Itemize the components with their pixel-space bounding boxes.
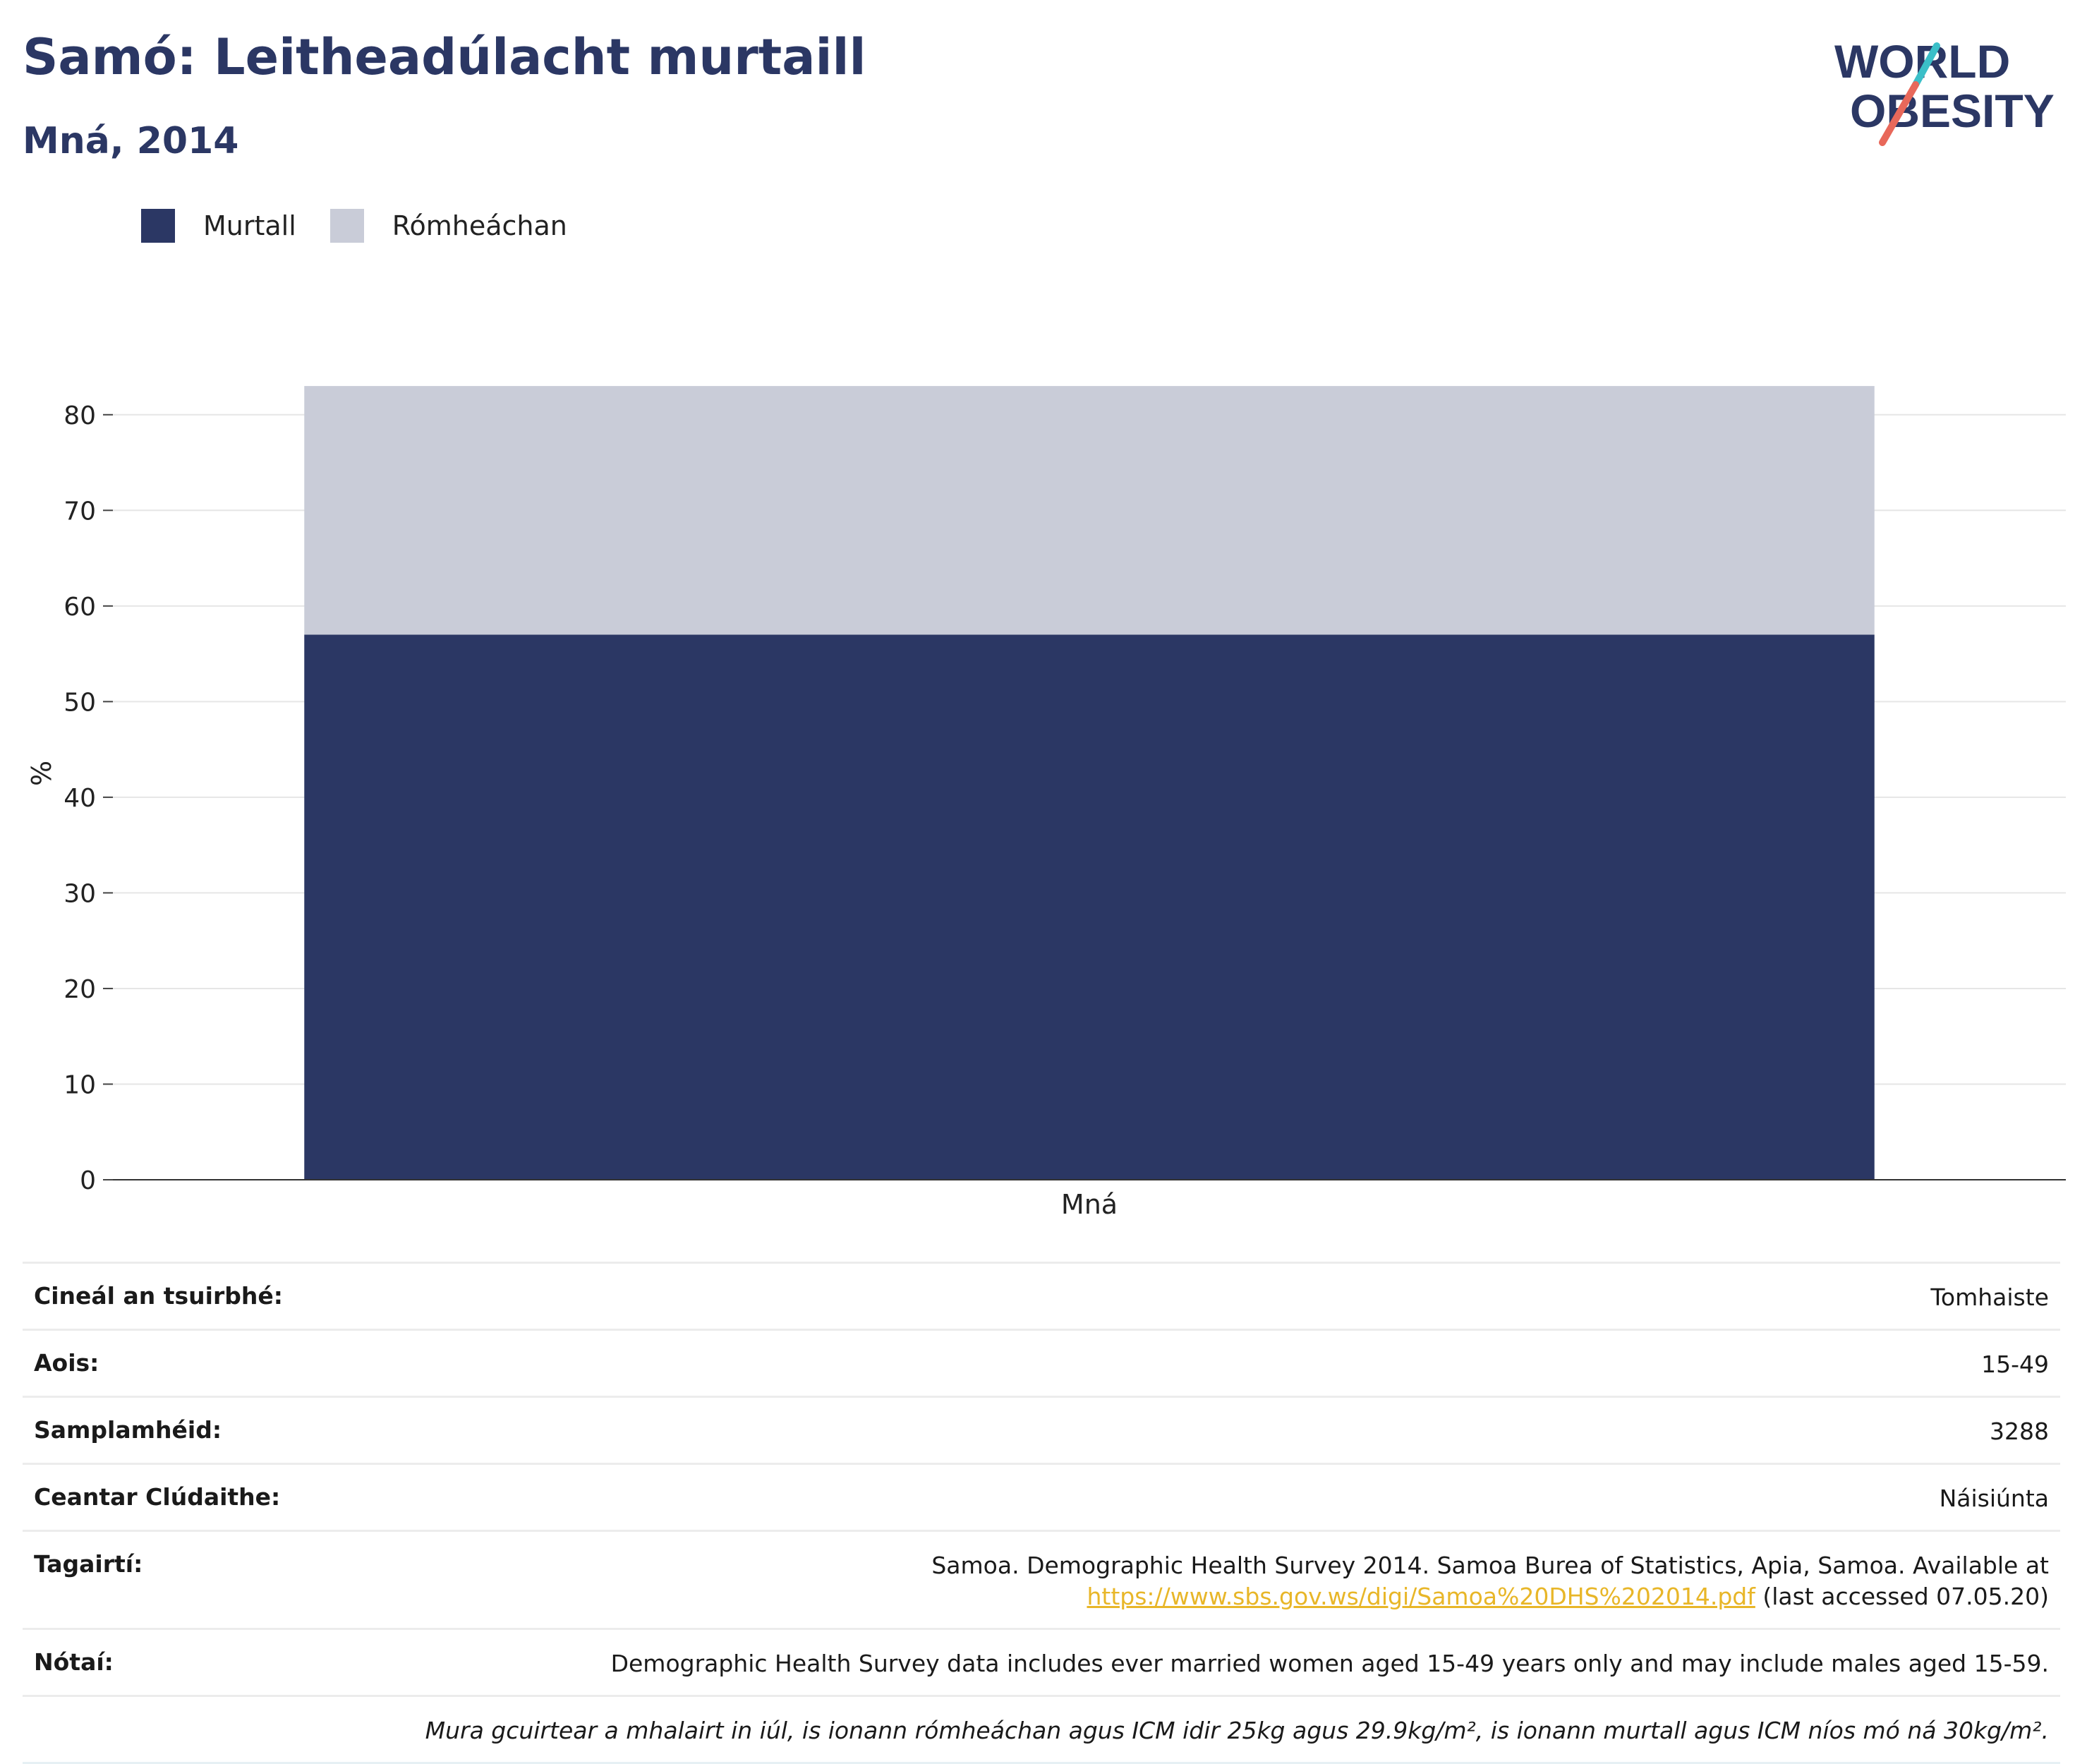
bar-romheachan [304,386,1875,635]
info-row-footnote: Mura gcuirtear a mhalairt in iúl, is ion… [23,1695,2060,1762]
info-value: Tomhaiste [1930,1283,2049,1311]
legend-item-romheachan[interactable]: Rómheáchan [329,209,567,243]
y-tick-label: 70 [63,497,96,526]
legend-label-murtall: Murtall [203,210,296,241]
info-table: Cineál an tsuirbhé: Tomhaiste Aois: 15-4… [23,1262,2060,1764]
legend-label-romheachan: Rómheáchan [392,210,567,241]
bar-chart: 0 10 20 30 40 50 60 70 80 Mná% [26,386,2066,1220]
y-tick-label: 50 [63,688,96,717]
info-value: 3288 [1990,1418,2049,1445]
info-value: Náisiúnta [1939,1485,2049,1512]
y-tick-label: 80 [63,401,96,430]
info-key: Nótaí: [34,1648,114,1676]
logo-slash-bottom [1879,81,1919,146]
world-obesity-logo: WORLD OBESITY [1834,35,2055,146]
info-value: Demographic Health Survey data includes … [610,1650,2049,1677]
info-row-references: Tagairtí: Samoa. Demographic Health Surv… [23,1530,2060,1628]
info-value: Samoa. Demographic Health Survey 2014. S… [931,1550,2049,1612]
info-value: 15-49 [1981,1351,2049,1378]
info-key: Samplamhéid: [34,1416,222,1444]
y-tick-label: 20 [63,975,96,1004]
chart-subtitle: Mná, 2014 [23,120,239,162]
info-key: Tagairtí: [34,1550,143,1578]
reference-accessed: (last accessed 07.05.20) [1755,1583,2049,1610]
x-tick-label: Mná [1061,1189,1118,1220]
y-tick-label: 10 [63,1070,96,1099]
y-tick-label: 40 [63,784,96,813]
legend-item-murtall[interactable]: Murtall [141,209,296,243]
logo-slash-top [1912,42,1940,88]
info-key: Ceantar Clúdaithe: [34,1483,281,1511]
reference-link[interactable]: https://www.sbs.gov.ws/digi/Samoa%20DHS%… [1087,1583,1755,1610]
legend-swatch-romheachan [329,209,364,243]
y-tick-label: 30 [63,879,96,908]
info-key: Aois: [34,1349,99,1377]
chart-legend: Murtall Rómheáchan [141,209,601,243]
info-row-age: Aois: 15-49 [23,1329,2060,1396]
info-row-area-covered: Ceantar Clúdaithe: Náisiúnta [23,1463,2060,1530]
info-row-sample-size: Samplamhéid: 3288 [23,1396,2060,1463]
info-row-notes: Nótaí: Demographic Health Survey data in… [23,1628,2060,1695]
y-tick-label: 60 [63,593,96,622]
info-key: Cineál an tsuirbhé: [34,1282,283,1310]
legend-swatch-murtall [141,209,175,243]
logo-line1: WORLD [1834,35,2010,87]
bar-murtall [304,634,1875,1180]
y-tick-label: 0 [80,1166,96,1195]
reference-text: Samoa. Demographic Health Survey 2014. S… [931,1552,2049,1579]
logo-line2: OBESITY [1850,85,2055,137]
chart-title: Samó: Leitheadúlacht murtaill [23,28,866,86]
info-row-survey-type: Cineál an tsuirbhé: Tomhaiste [23,1262,2060,1329]
footnote-text: Mura gcuirtear a mhalairt in iúl, is ion… [425,1717,2049,1744]
y-axis-label: % [26,761,57,786]
